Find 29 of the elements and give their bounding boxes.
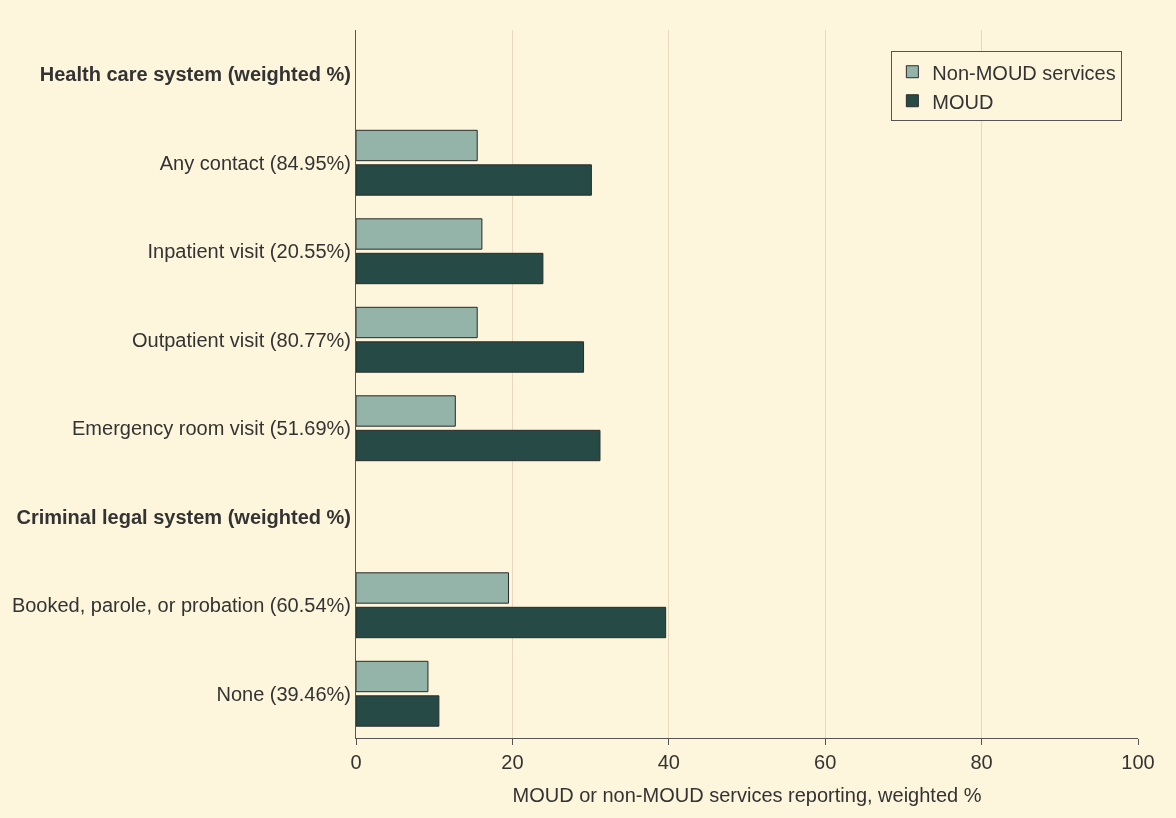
- bar: [356, 252, 544, 285]
- x-tick-label: 100: [1121, 751, 1155, 773]
- bar: [356, 606, 667, 639]
- legend-label: Non-MOUD services: [932, 61, 1116, 84]
- y-tick-label: Criminal legal system (weighted %): [16, 505, 351, 528]
- bar: [356, 395, 456, 427]
- bar: [356, 695, 440, 727]
- bar: [356, 660, 429, 693]
- bar: [356, 129, 478, 162]
- x-axis-title: MOUD or non-MOUD services reporting, weighted %: [512, 783, 982, 806]
- bar: [356, 306, 478, 339]
- y-tick-label: Health care system (weighted %): [39, 63, 351, 86]
- x-tick-label: 60: [814, 751, 837, 773]
- x-tick-label: 80: [970, 751, 993, 773]
- bar: [356, 429, 601, 462]
- x-tick-label: 0: [350, 751, 362, 773]
- y-tick-label: Outpatient visit (80.77%): [132, 328, 351, 351]
- y-tick-label: None (39.46%): [216, 682, 351, 705]
- y-tick-label: Any contact (84.95%): [159, 151, 351, 174]
- bar: [356, 341, 585, 373]
- x-tick-label: 20: [501, 751, 524, 773]
- legend-label: MOUD: [932, 90, 994, 113]
- y-tick-label: Emergency room visit (51.69%): [72, 417, 351, 440]
- y-tick-label: Inpatient visit (20.55%): [147, 240, 351, 263]
- bar: [356, 218, 483, 250]
- y-tick-label: Booked, parole, or probation (60.54%): [11, 594, 351, 617]
- x-tick-label: 40: [657, 751, 680, 773]
- bar: [356, 164, 592, 196]
- bar: [356, 572, 509, 604]
